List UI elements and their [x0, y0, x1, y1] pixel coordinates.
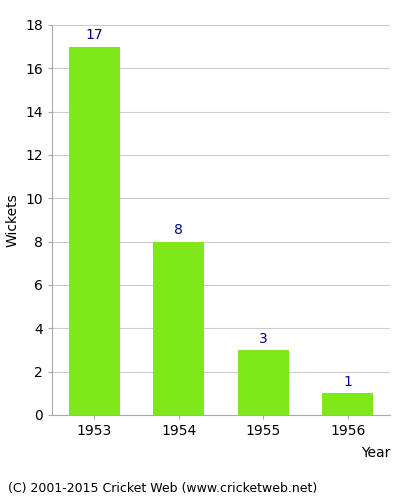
Y-axis label: Wickets: Wickets	[6, 193, 20, 247]
Text: 17: 17	[86, 28, 103, 42]
Bar	[69, 46, 120, 415]
Bar	[322, 394, 373, 415]
Bar	[238, 350, 289, 415]
Text: 8: 8	[174, 224, 183, 237]
Text: Year: Year	[361, 446, 390, 460]
Text: 1: 1	[343, 375, 352, 389]
Text: 3: 3	[259, 332, 268, 345]
Text: (C) 2001-2015 Cricket Web (www.cricketweb.net): (C) 2001-2015 Cricket Web (www.cricketwe…	[8, 482, 317, 495]
Bar	[154, 242, 204, 415]
